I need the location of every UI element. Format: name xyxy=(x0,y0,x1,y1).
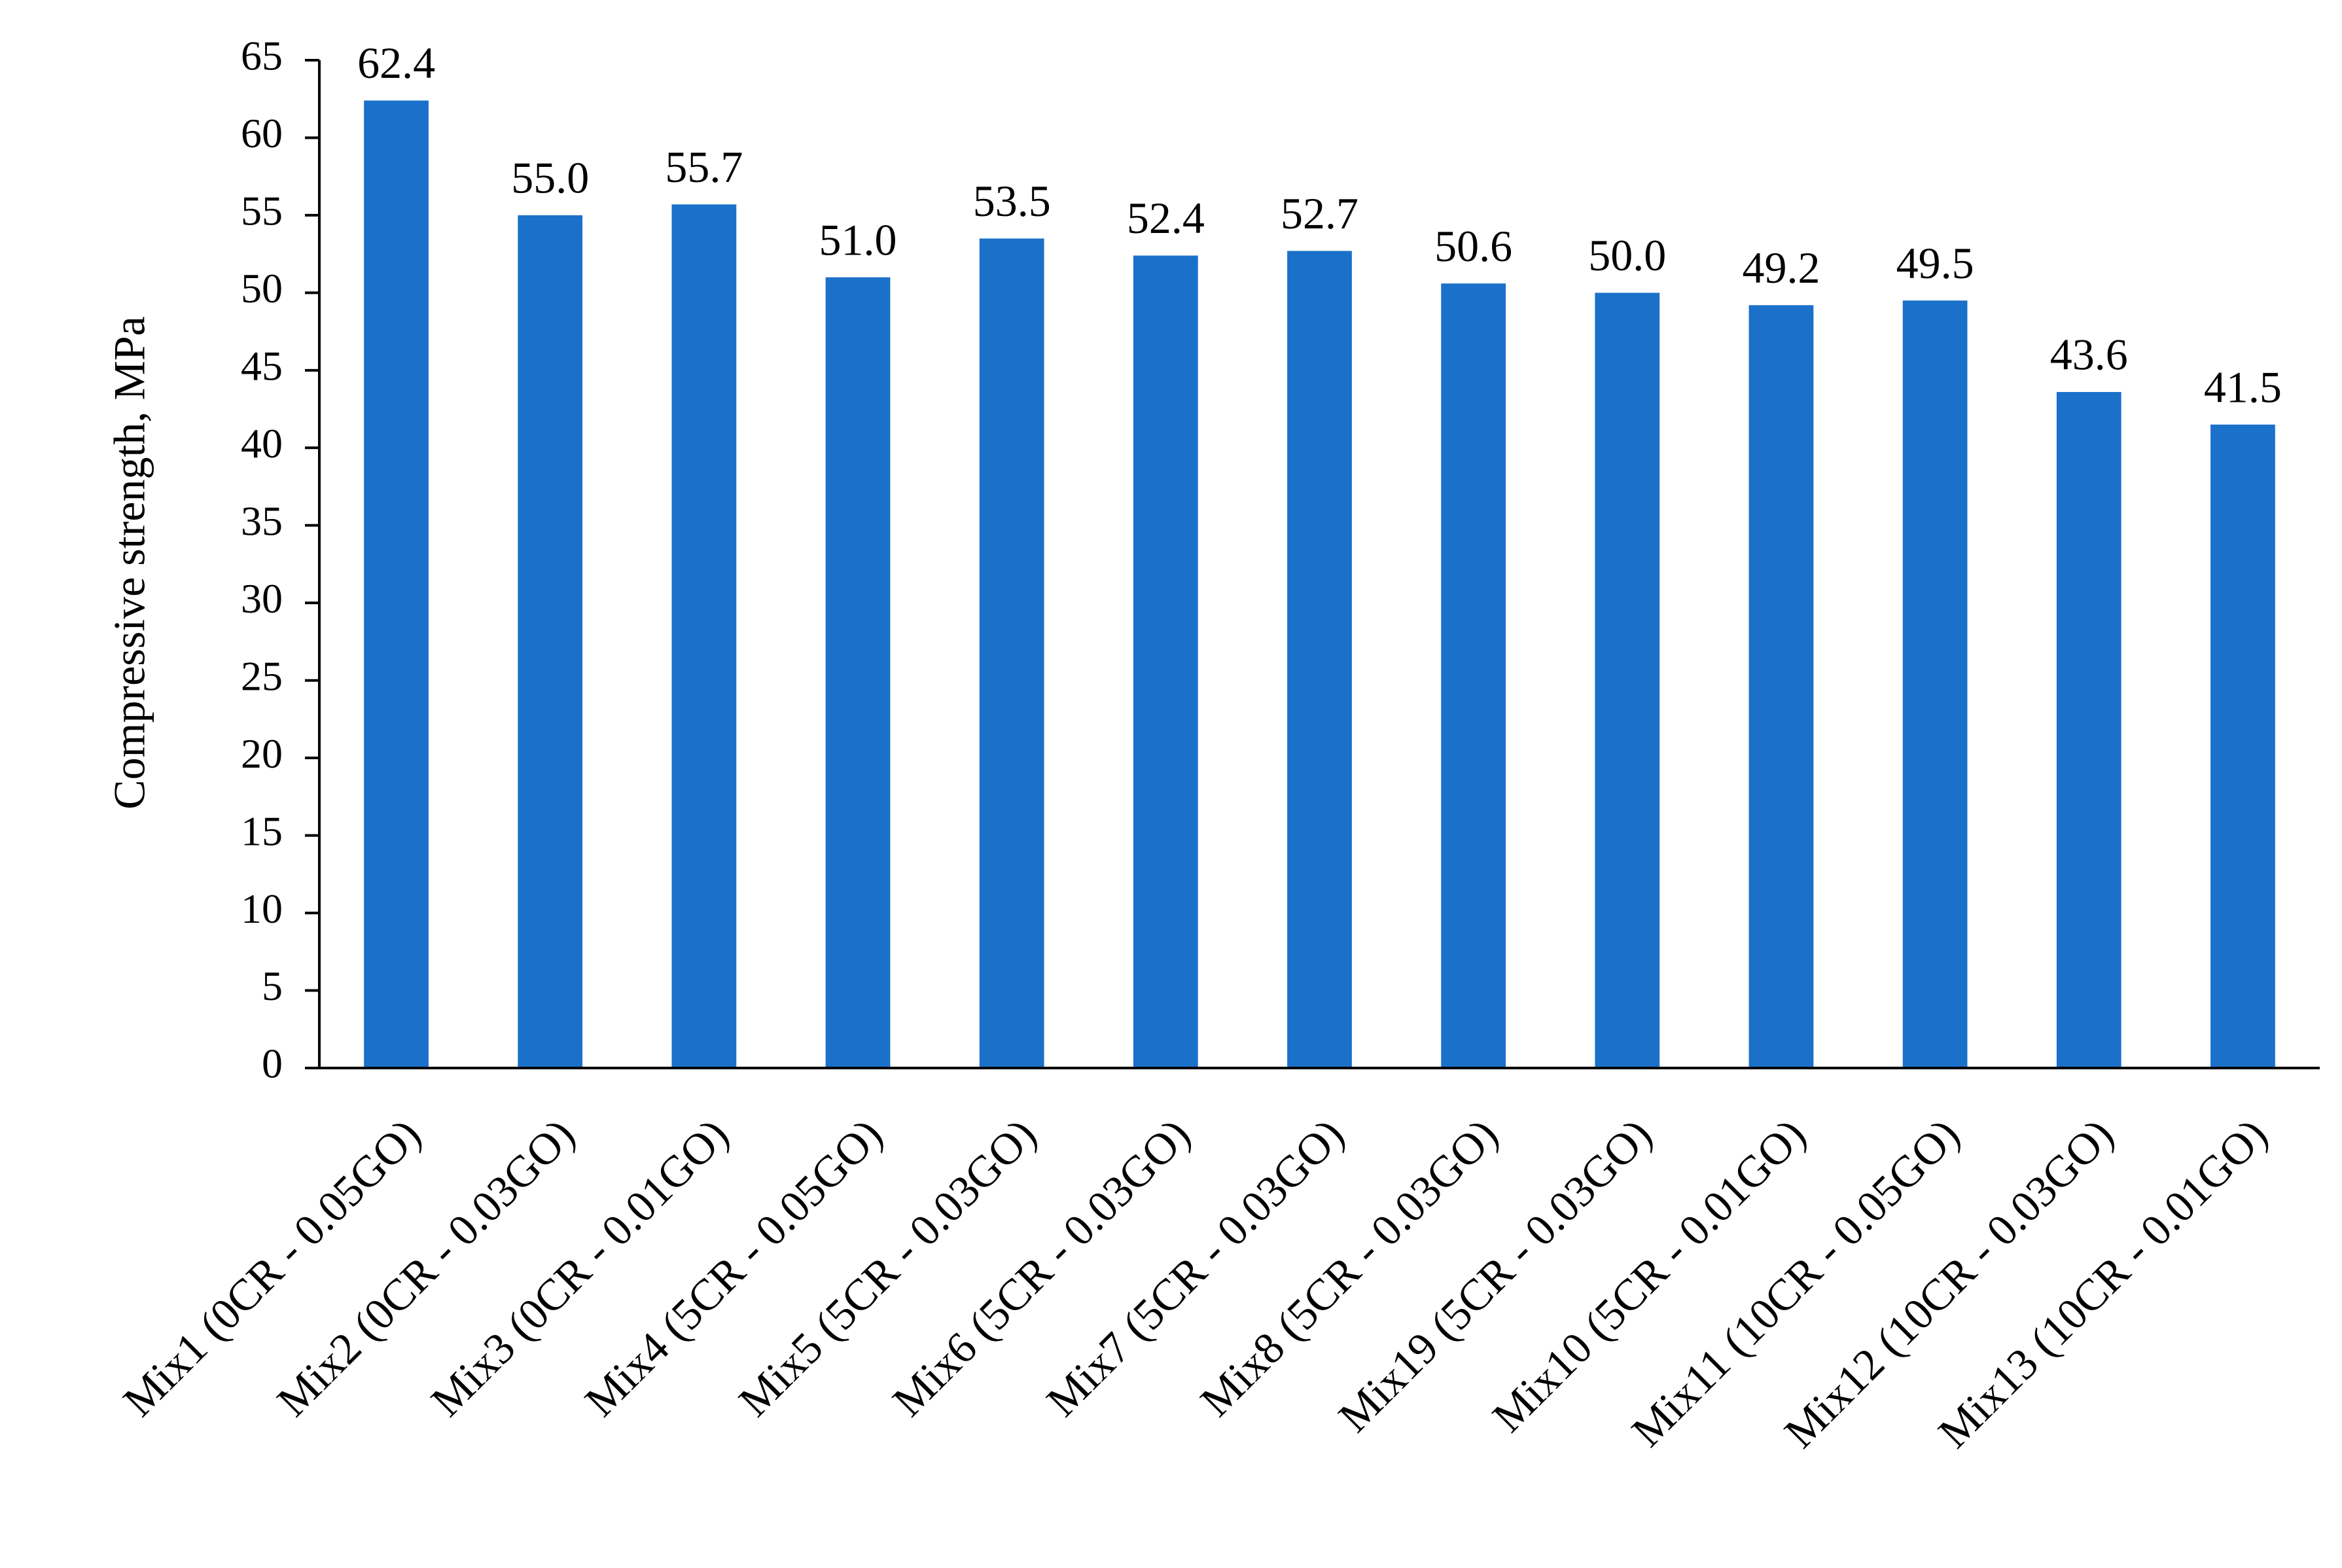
value-label: 55.0 xyxy=(511,153,589,203)
x-tick-label: Mix6 (5CR - 0.03GO) xyxy=(883,1109,1199,1426)
bar xyxy=(1441,283,1506,1069)
value-label: 49.2 xyxy=(1742,243,1820,293)
value-label: 50.0 xyxy=(1588,230,1666,280)
y-tick-label: 50 xyxy=(241,265,283,312)
y-tick-label: 25 xyxy=(241,652,283,699)
bar xyxy=(671,204,737,1068)
y-tick-label: 5 xyxy=(262,963,283,1009)
y-tick-label: 20 xyxy=(241,730,283,777)
x-tick-label: Mix19 (5CR - 0.03GO) xyxy=(1329,1109,1661,1442)
y-tick-label: 0 xyxy=(262,1041,283,1087)
bar xyxy=(518,215,583,1068)
value-label: 50.6 xyxy=(1434,221,1512,271)
y-tick-label: 15 xyxy=(241,808,283,854)
value-label: 53.5 xyxy=(973,176,1051,226)
bar xyxy=(979,238,1044,1068)
x-tick-label: Mix4 (5CR - 0.05GO) xyxy=(575,1109,892,1426)
y-axis-title: Compressive strength, MPa xyxy=(105,316,154,810)
bar xyxy=(1748,305,1814,1068)
value-label: 52.4 xyxy=(1127,193,1205,243)
bar xyxy=(1287,251,1352,1068)
y-tick-label: 45 xyxy=(241,343,283,389)
x-tick-label: Mix1 (0CR - 0.05GO) xyxy=(113,1109,430,1426)
y-tick-label: 10 xyxy=(241,885,283,932)
value-label: 43.6 xyxy=(2050,330,2128,380)
x-tick-label: Mix7 (5CR - 0.03GO) xyxy=(1037,1109,1353,1426)
y-tick-label: 65 xyxy=(241,33,283,79)
value-label: 51.0 xyxy=(819,215,897,264)
x-tick-label: Mix3 (0CR - 0.01GO) xyxy=(421,1109,738,1426)
x-tick-label: Mix10 (5CR - 0.01GO) xyxy=(1483,1109,1815,1442)
bar xyxy=(1595,293,1660,1068)
y-tick-label: 60 xyxy=(241,110,283,156)
x-tick-label: Mix5 (5CR - 0.03GO) xyxy=(729,1109,1046,1426)
bar xyxy=(1133,255,1198,1068)
y-tick-label: 55 xyxy=(241,188,283,234)
y-tick-label: 40 xyxy=(241,420,283,467)
value-label: 52.7 xyxy=(1281,188,1358,238)
value-label: 62.4 xyxy=(357,38,435,88)
value-label: 55.7 xyxy=(665,142,743,192)
y-tick-label: 30 xyxy=(241,575,283,622)
bar xyxy=(1902,300,1968,1069)
bar xyxy=(825,277,891,1068)
bar xyxy=(2210,424,2275,1068)
bar xyxy=(364,100,429,1069)
value-label: 41.5 xyxy=(2204,362,2282,412)
value-label: 49.5 xyxy=(1896,238,1974,288)
y-tick-label: 35 xyxy=(241,497,283,544)
bar xyxy=(2056,392,2121,1068)
x-tick-label: Mix2 (0CR - 0.03GO) xyxy=(268,1109,584,1426)
x-tick-label: Mix8 (5CR - 0.03GO) xyxy=(1190,1109,1507,1426)
